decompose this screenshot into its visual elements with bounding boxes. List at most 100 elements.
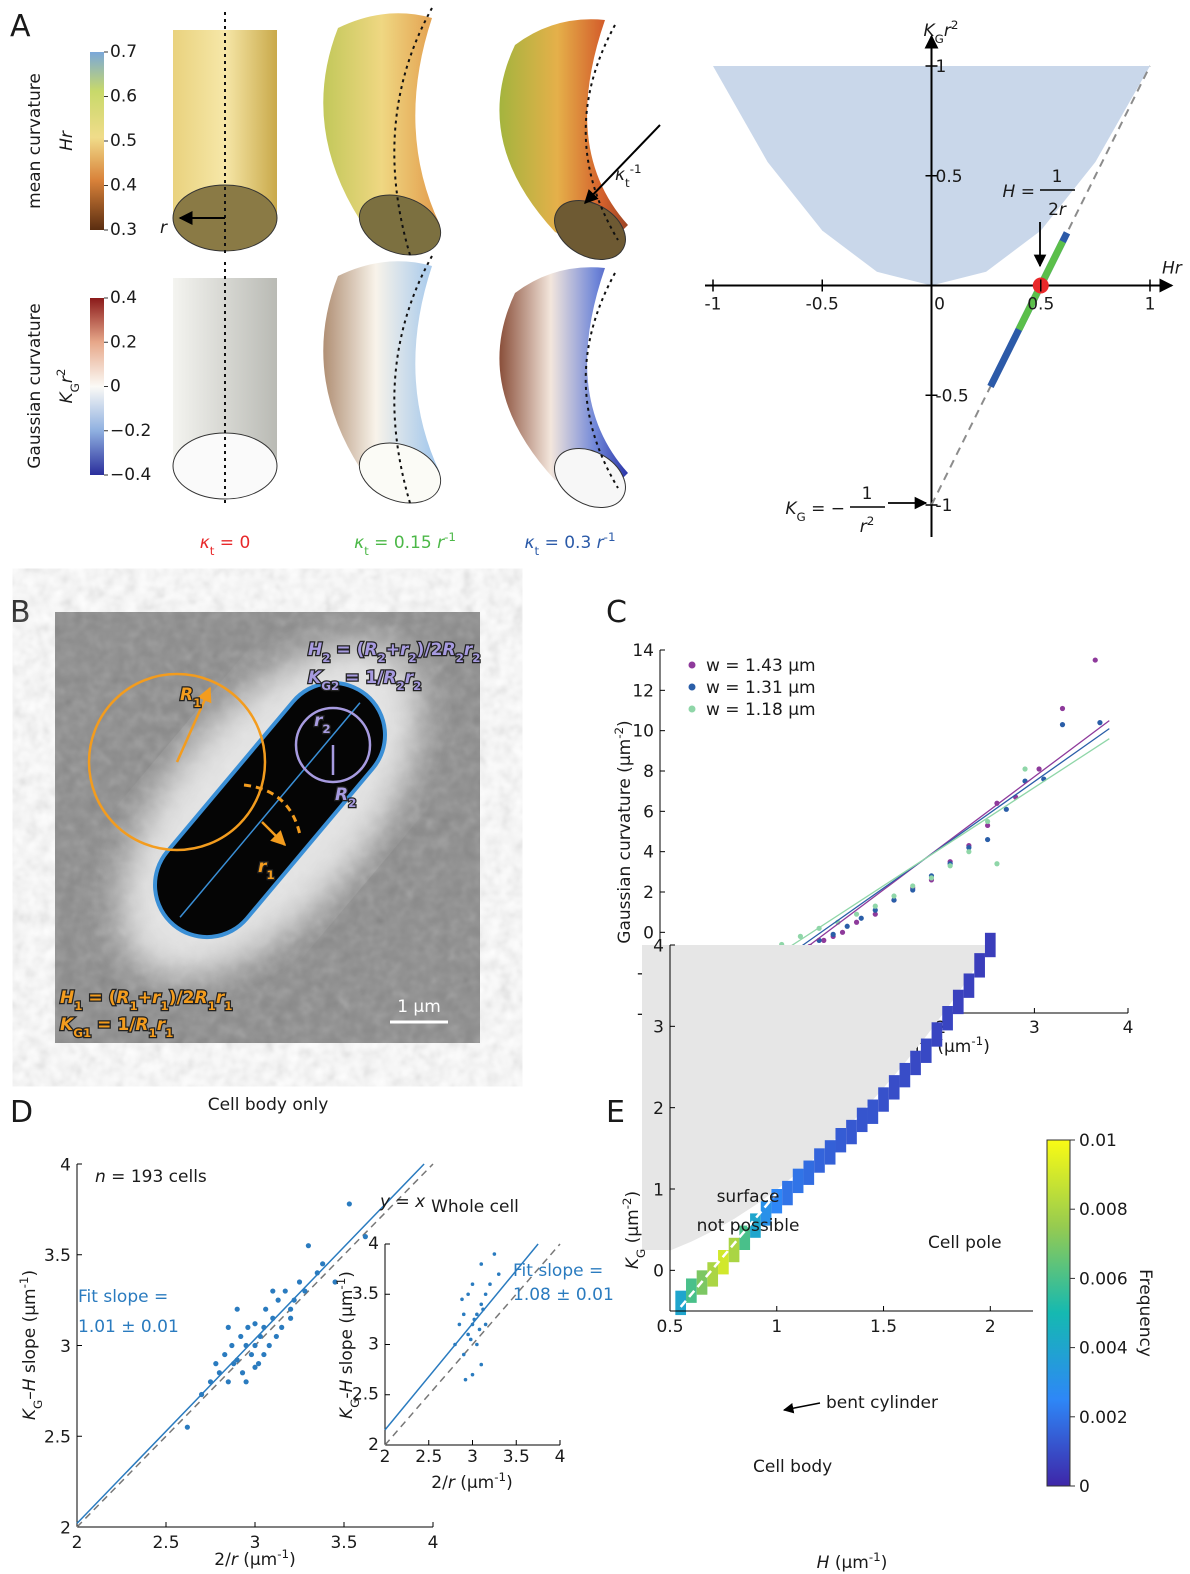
- x-tick-label: 1.5: [870, 1317, 897, 1337]
- text-part: +: [386, 640, 400, 660]
- point: [288, 1307, 293, 1312]
- text-part: 1: [208, 999, 216, 1013]
- point: [279, 1325, 284, 1330]
- legend-label: w = 1.18 µm: [706, 700, 816, 720]
- text-part: H: [20, 1378, 40, 1391]
- point: [488, 1282, 492, 1286]
- point: [873, 904, 878, 909]
- text-part: 1: [160, 999, 168, 1013]
- point: [306, 1243, 311, 1248]
- text-part: ): [506, 1473, 513, 1493]
- point: [475, 1343, 479, 1347]
- x-tick-label: 1: [771, 1317, 782, 1337]
- text-part: +: [138, 988, 152, 1008]
- point: [859, 916, 864, 921]
- text-part: -1: [494, 1470, 506, 1484]
- annotation: surface: [717, 1187, 780, 1207]
- text-part: H: [817, 1553, 830, 1573]
- point: [185, 1425, 190, 1430]
- y-axis-label: KGr2: [924, 18, 959, 46]
- point: [213, 1361, 218, 1366]
- text-part: ): [881, 1553, 888, 1573]
- point: [994, 861, 999, 866]
- point: [458, 1323, 462, 1327]
- point: [226, 1325, 231, 1330]
- point: [244, 1343, 249, 1348]
- point: [479, 1303, 483, 1307]
- heatmap-cell: [953, 990, 964, 1014]
- point: [497, 1272, 501, 1276]
- point: [854, 912, 859, 917]
- colorbar: [90, 52, 104, 230]
- x-tick-label: 2: [380, 1447, 391, 1467]
- x-tick-label: 2.5: [152, 1533, 179, 1553]
- colorbar-tick-label: 0.4: [110, 288, 137, 308]
- text-part: 1: [148, 1026, 156, 1040]
- text-part: 2: [377, 651, 385, 665]
- point: [263, 1307, 268, 1312]
- colorbar-title: mean curvature: [25, 73, 45, 209]
- text-part: = 0: [214, 533, 250, 553]
- y-tick-label: 12: [632, 681, 654, 701]
- panel-label: C: [606, 595, 627, 630]
- point: [854, 920, 859, 925]
- text-part: ): [337, 1271, 357, 1278]
- condition-label: κt = 0.15 r-1: [354, 530, 456, 558]
- condition-label: κt = 0: [200, 533, 251, 558]
- text-part: R: [442, 640, 455, 660]
- x-tick-label: 0.5: [656, 1317, 683, 1337]
- heatmap-cell: [942, 1006, 953, 1030]
- legend-label: w = 1.31 µm: [706, 678, 816, 698]
- colorbar-tick-label: 0.3: [110, 220, 137, 240]
- point: [302, 1288, 307, 1293]
- point: [840, 930, 845, 935]
- text-part: 2: [348, 796, 356, 810]
- text-part: R: [180, 685, 193, 705]
- text-part: -1: [277, 1547, 289, 1561]
- text-part: 2: [456, 651, 464, 665]
- text-part: (µm: [455, 1473, 494, 1493]
- heatmap-cell: [835, 1128, 846, 1152]
- y-tick-label: 2.5: [44, 1428, 71, 1448]
- y-tick-label: 2: [643, 883, 654, 903]
- fit-annotation: 1.08 ± 0.01: [513, 1285, 614, 1305]
- text-part: slope (µm: [20, 1288, 40, 1378]
- point: [484, 1292, 488, 1296]
- legend-marker: [689, 684, 696, 691]
- point: [270, 1316, 275, 1321]
- point: [261, 1325, 266, 1330]
- annotation: H =: [1003, 182, 1035, 202]
- y-tick-label: 4: [643, 843, 654, 863]
- text-part: 2/: [431, 1473, 448, 1493]
- text-part: G: [348, 1399, 362, 1408]
- text-part: = 1/: [339, 668, 384, 688]
- point: [462, 1353, 466, 1357]
- text-part: = 1/: [91, 1015, 136, 1035]
- x-tick-label: 4: [555, 1447, 566, 1467]
- annotation: not possible: [697, 1216, 800, 1236]
- colorbar-tick-label: 0.01: [1079, 1131, 1117, 1151]
- text-part: slope (µm: [337, 1290, 357, 1380]
- text-part: )/2: [169, 988, 195, 1008]
- colorbar: [1047, 1140, 1070, 1486]
- radius-label: r: [160, 218, 168, 238]
- text-part: 2: [322, 651, 330, 665]
- x-tick-label: 3.5: [503, 1447, 530, 1467]
- heatmap-cell: [889, 1075, 900, 1099]
- text-part: 1: [224, 999, 232, 1013]
- panel-label: A: [10, 9, 31, 44]
- text-part: -2: [620, 1197, 634, 1209]
- y-tick-label: -0.5: [936, 386, 969, 406]
- text-part: = (: [83, 988, 117, 1008]
- text-part: H: [337, 1379, 357, 1392]
- point: [478, 1328, 482, 1332]
- chart-title: Cell body only: [208, 1095, 329, 1115]
- text-part: H: [1003, 182, 1016, 202]
- point: [276, 1298, 281, 1303]
- point: [226, 1379, 231, 1384]
- annotation: Cell body: [753, 1457, 832, 1477]
- point: [481, 1308, 485, 1312]
- point: [217, 1370, 222, 1375]
- text-part: t: [625, 176, 630, 190]
- text-part: Hr: [57, 130, 77, 151]
